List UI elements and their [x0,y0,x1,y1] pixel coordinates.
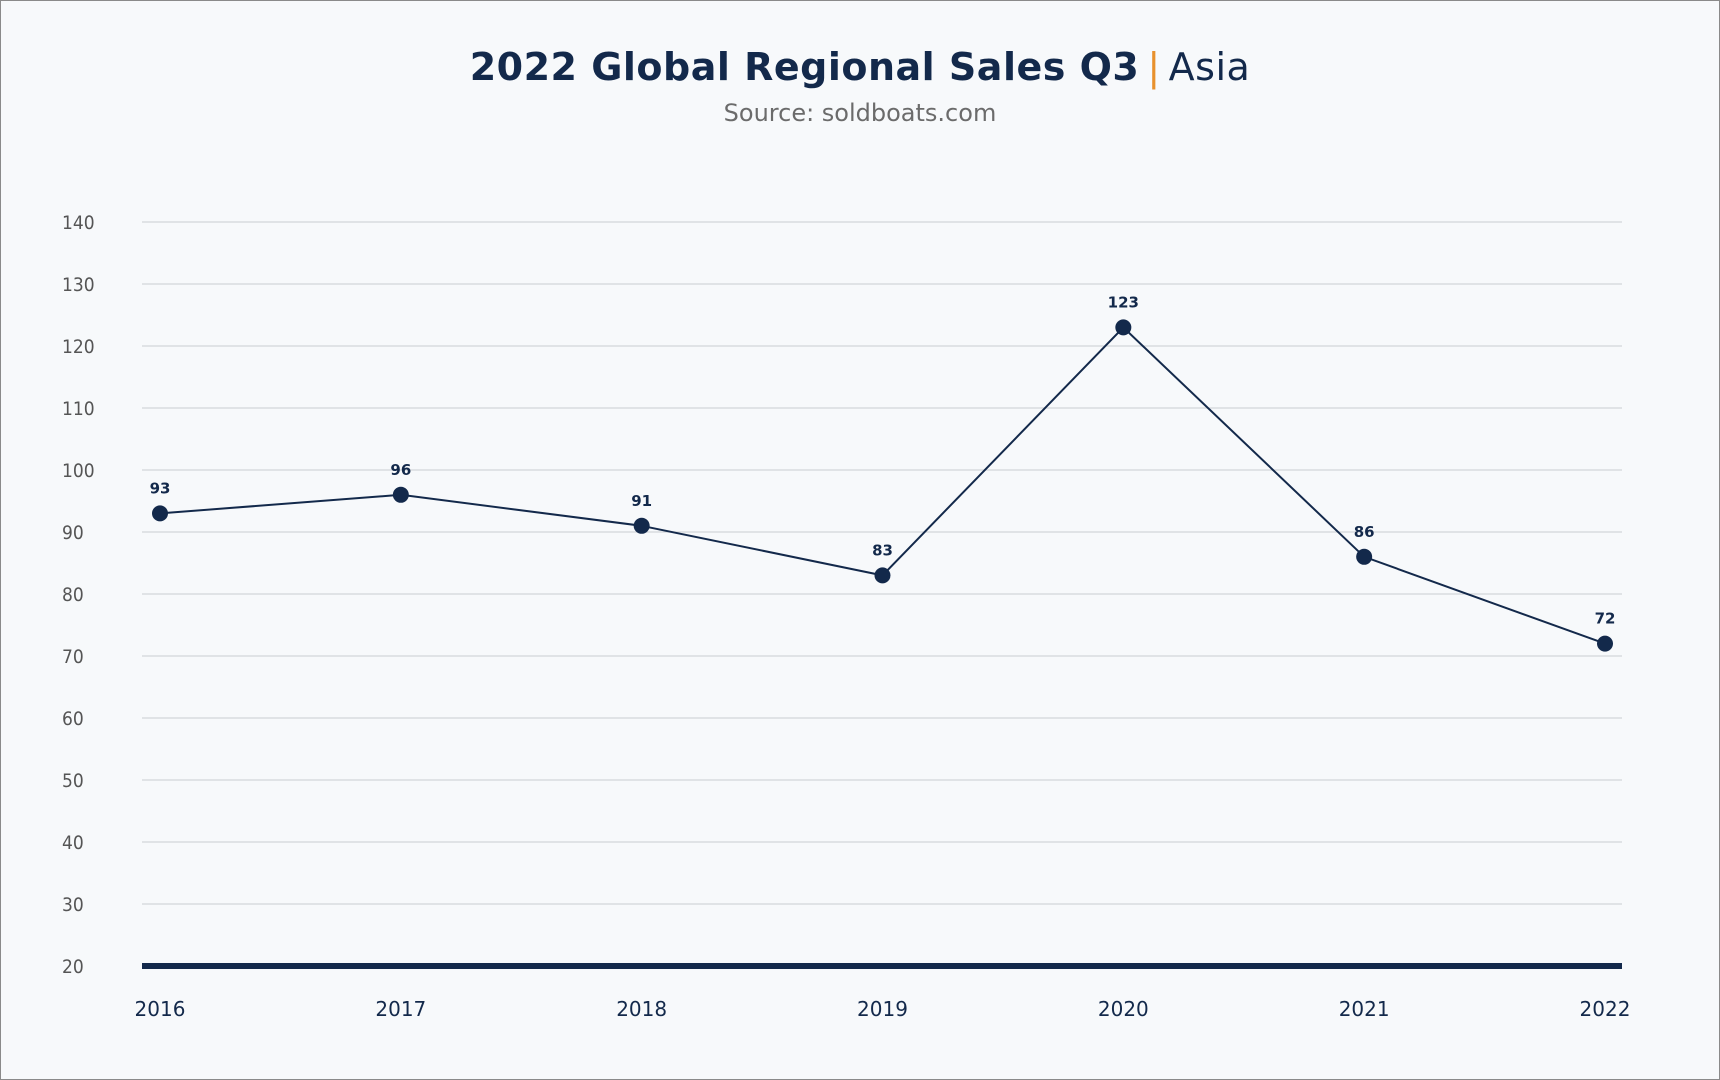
title-separator: | [1147,45,1161,89]
y-tick-label-60: 60 [62,708,84,730]
y-tick-label-120: 120 [62,336,95,358]
chart-subtitle: Source: soldboats.com [723,99,997,127]
data-point-2022 [1597,635,1613,652]
x-tick-label-2016: 2016 [135,997,186,1021]
y-tick-label-40: 40 [62,832,84,854]
x-tick-label-2019: 2019 [857,997,908,1021]
y-tick-label-90: 90 [62,522,84,544]
data-label-2019: 83 [872,541,893,559]
y-tick-label-80: 80 [62,584,84,606]
data-label-2018: 91 [631,492,652,510]
data-point-2017 [392,486,409,503]
y-tick-label-30: 30 [62,894,84,916]
x-tick-label-2021: 2021 [1339,997,1390,1021]
chart-title-main: 2022 Global Regional Sales Q3 [469,45,1140,89]
chart-title-region: Asia [1168,45,1251,89]
data-label-2016: 93 [150,479,171,497]
y-tick-label-20: 20 [62,956,84,978]
y-tick-label-140: 140 [62,212,95,234]
data-point-2019 [874,567,891,584]
data-label-2021: 86 [1354,523,1375,541]
data-label-2020: 123 [1108,293,1139,311]
y-tick-label-70: 70 [62,646,84,668]
chart-header: 2022 Global Regional Sales Q3 | Asia Sourc… [0,40,1720,130]
x-tick-label-2022: 2022 [1580,997,1631,1021]
series-line [159,325,1606,645]
data-label-2022: 72 [1595,610,1616,628]
y-tick-label-100: 100 [62,460,95,482]
x-tick-label-2018: 2018 [616,997,667,1021]
data-point-2020 [1115,319,1132,336]
data-point-2021 [1356,548,1373,565]
y-tick-label-110: 110 [62,398,95,420]
data-point-2018 [633,517,650,534]
x-tick-label-2017: 2017 [375,997,426,1021]
y-tick-label-50: 50 [62,770,84,792]
data-label-2017: 96 [390,461,411,479]
y-tick-label-130: 130 [62,274,95,296]
x-tick-label-2020: 2020 [1098,997,1149,1021]
data-point-2016 [152,505,168,522]
chart-title: 2022 Global Regional Sales Q3 | Asia [0,40,1720,94]
